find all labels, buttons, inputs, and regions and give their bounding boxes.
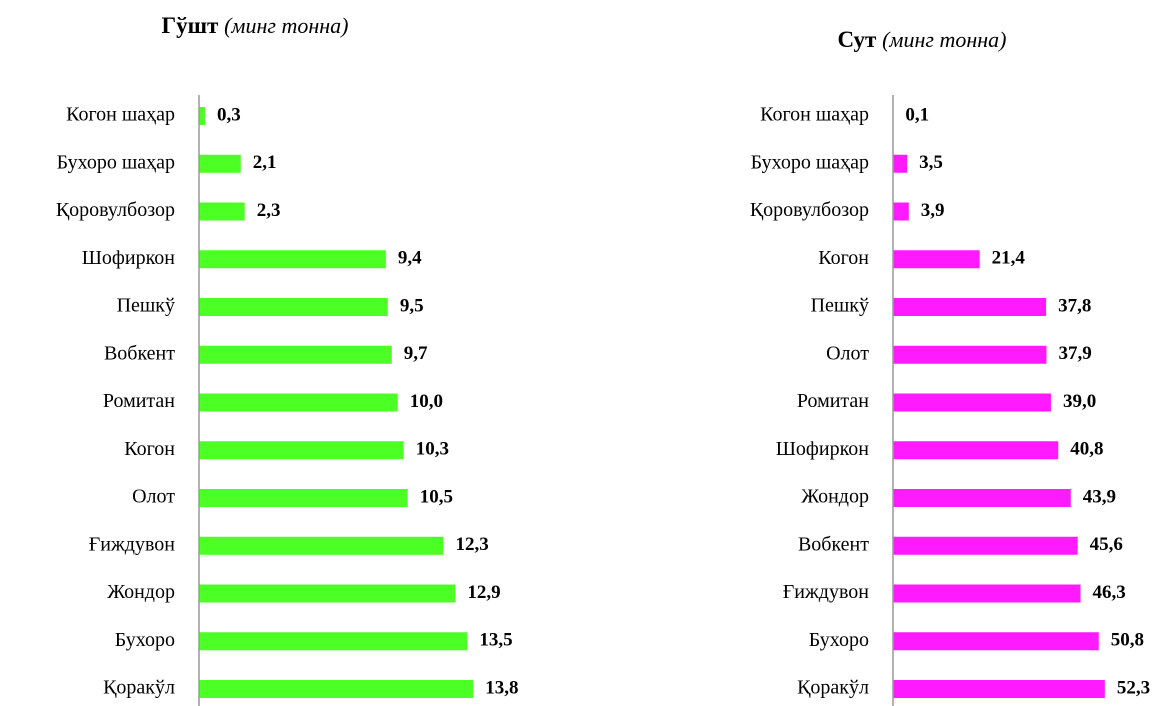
category-label: Когон шаҳар: [760, 104, 869, 126]
category-label: Когон: [818, 247, 869, 269]
subtitle-text: (минг тонна): [882, 27, 1006, 52]
bar: [199, 680, 474, 698]
category-label: Пешкў: [811, 295, 869, 317]
chart-title: Сут (минг тонна): [838, 27, 1007, 52]
category-label: Бухоро: [809, 629, 869, 651]
value-label: 46,3: [1093, 582, 1126, 603]
value-label: 37,9: [1058, 343, 1091, 364]
bar: [893, 680, 1105, 698]
bar: [199, 250, 386, 269]
value-label: 13,8: [485, 677, 518, 698]
bar-chart: Сут (минг тонна) Когон шаҳар 0,1 Бухоро шаҳ…: [750, 27, 1150, 706]
value-label: 10,5: [420, 486, 453, 507]
value-label: 50,8: [1111, 630, 1144, 651]
category-label: Олот: [826, 342, 869, 364]
bar: [199, 536, 444, 555]
value-label: 45,6: [1090, 534, 1123, 555]
category-label: Қоракўл: [103, 677, 175, 699]
value-label: 37,8: [1058, 295, 1091, 316]
chart-title: Гўшт (минг тонна): [161, 13, 348, 38]
value-label: 2,1: [253, 152, 277, 173]
category-label: Бухоро шаҳар: [57, 151, 175, 173]
category-label: Ромитан: [797, 390, 869, 412]
value-label: 9,7: [404, 343, 428, 364]
category-label: Жондор: [107, 581, 175, 603]
value-label: 40,8: [1070, 439, 1103, 460]
category-label: Когон: [124, 438, 175, 460]
category-label: Ромитан: [103, 390, 175, 412]
category-label: Олот: [132, 486, 175, 508]
value-label: 52,3: [1117, 677, 1150, 698]
bar: [893, 393, 1051, 412]
value-label: 10,3: [416, 439, 449, 460]
category-label: Қоровулбозор: [56, 199, 175, 221]
category-label: Пешкў: [117, 295, 175, 317]
value-label: 12,9: [467, 582, 500, 603]
category-label: Вобкент: [798, 533, 869, 555]
bar: [893, 536, 1078, 555]
bar: [199, 298, 388, 316]
value-label: 9,5: [400, 295, 424, 316]
bar: [199, 441, 404, 460]
bar: [199, 632, 468, 651]
bar: [199, 584, 456, 603]
category-label: Қоракўл: [797, 677, 869, 699]
bar: [199, 393, 398, 412]
value-label: 3,5: [919, 152, 943, 173]
category-label: Бухоро шаҳар: [751, 151, 869, 173]
value-label: 10,0: [410, 391, 443, 412]
category-label: Шофиркон: [82, 247, 176, 269]
value-label: 9,4: [398, 248, 422, 269]
category-label: Ғиждувон: [783, 581, 870, 603]
value-label: 43,9: [1083, 486, 1116, 507]
bar: [199, 345, 392, 364]
bar: [199, 489, 408, 507]
bar: [893, 441, 1059, 460]
value-label: 39,0: [1063, 391, 1096, 412]
value-label: 21,4: [992, 248, 1026, 269]
bar: [893, 202, 909, 221]
value-label: 2,3: [257, 200, 281, 221]
bar-chart: Гўшт (минг тонна) Когон шаҳар 0,3 Бухоро ша…: [56, 13, 519, 706]
value-label: 0,3: [217, 104, 241, 125]
bar: [893, 632, 1099, 651]
title-text: Гўшт: [161, 13, 219, 38]
bar: [893, 345, 1047, 364]
title-text: Сут: [838, 27, 878, 52]
bar: [893, 154, 908, 173]
bar: [893, 584, 1081, 603]
bar: [199, 154, 241, 173]
value-label: 13,5: [479, 630, 512, 651]
bar: [893, 250, 980, 269]
subtitle-text: (минг тонна): [224, 13, 348, 38]
category-label: Шофиркон: [776, 438, 870, 460]
value-label: 12,3: [455, 534, 488, 555]
bar: [893, 489, 1071, 507]
category-label: Жондор: [801, 486, 869, 508]
category-label: Бухоро: [115, 629, 175, 651]
value-label: 0,1: [905, 104, 929, 125]
bar: [199, 202, 245, 221]
value-label: 3,9: [921, 200, 945, 221]
bar: [199, 107, 205, 125]
category-label: Вобкент: [104, 342, 175, 364]
bar: [893, 298, 1047, 316]
category-label: Қоровулбозор: [750, 199, 869, 221]
category-label: Ғиждувон: [89, 533, 176, 555]
category-label: Когон шаҳар: [66, 104, 175, 126]
